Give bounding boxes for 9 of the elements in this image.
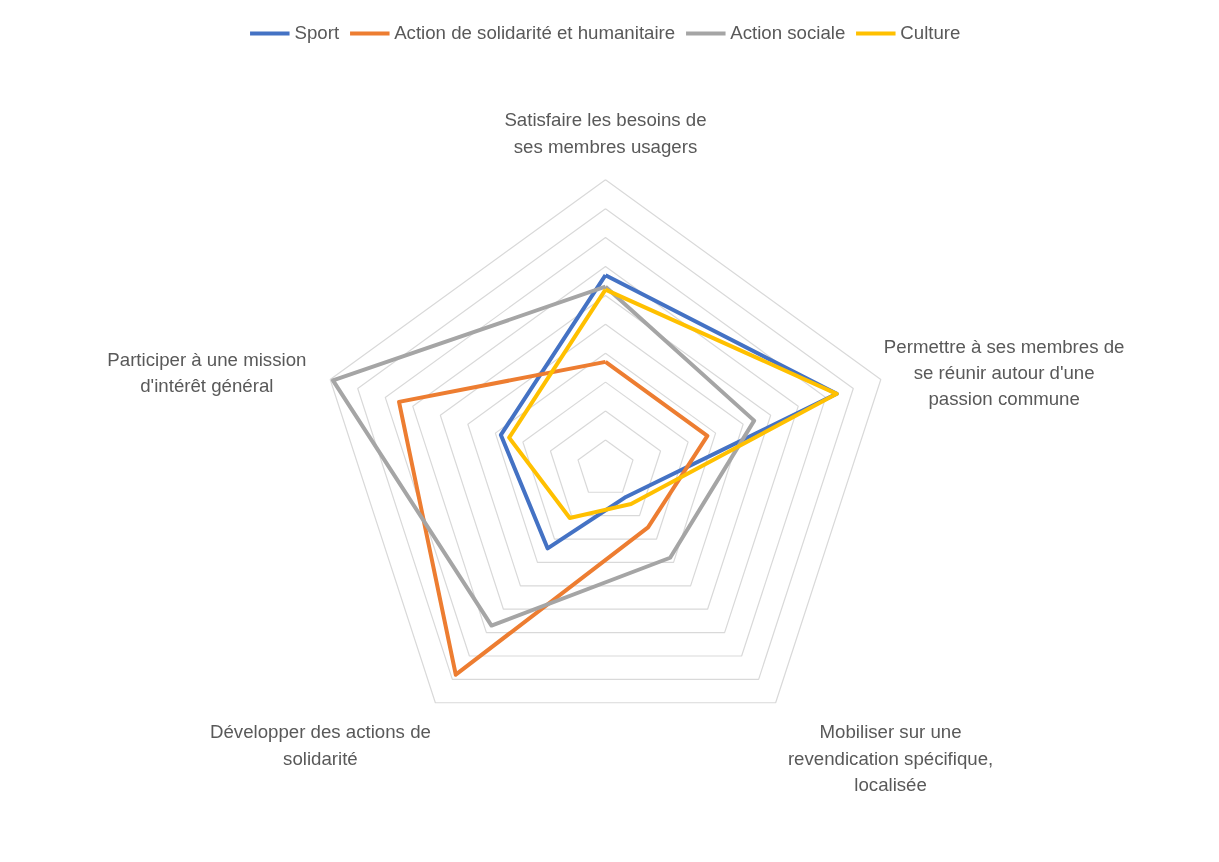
spoke-label: Satisfaire les besoins de ses membres usagers	[504, 109, 707, 157]
legend-label: Culture	[900, 22, 961, 44]
spoke-label: Participer à une mission d'intérêt général	[107, 348, 307, 396]
legend-label: Action de solidarité et humanitaire	[394, 22, 676, 44]
legend-label: Action sociale	[730, 22, 846, 44]
spoke-label: Mobiliser sur une revendication spécifique, localisée	[787, 721, 994, 795]
spoke-label: Développer des actions de solidarité	[209, 721, 431, 769]
legend-label: Sport	[294, 22, 340, 44]
spoke-label: Permettre à ses membres de se réunir autour d'une passion commune	[883, 335, 1125, 410]
